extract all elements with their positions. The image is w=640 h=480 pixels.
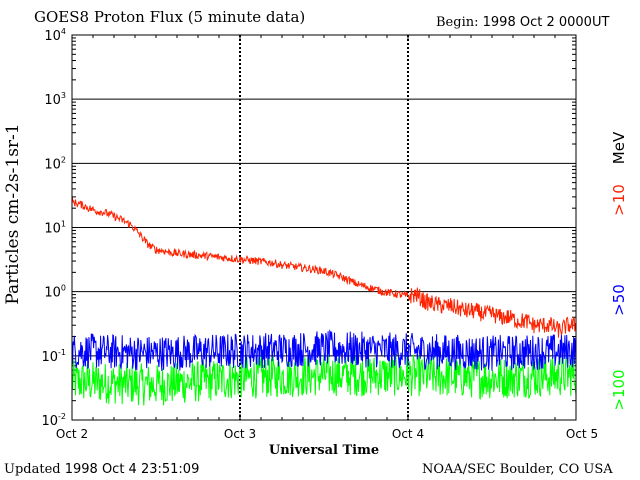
y-tick-label: 101: [44, 220, 66, 237]
x-tick-label: Oct 5: [566, 427, 598, 441]
chart-title: GOES8 Proton Flux (5 minute data): [34, 8, 306, 26]
series-layer: [71, 196, 577, 406]
y-tick-base: 10: [44, 286, 61, 301]
legend-label-gt100: >100: [610, 369, 628, 410]
begin-label: Begin:: [436, 15, 479, 30]
y-tick-exponent: -2: [58, 412, 66, 421]
y-axis-label: Particles cm-2s-1sr-1: [3, 123, 23, 304]
y-tick-exponent: 4: [61, 27, 66, 36]
x-tick-label: Oct 4: [392, 427, 424, 441]
y-tick-base: 10: [44, 157, 61, 172]
y-tick-label: 10-2: [41, 412, 66, 429]
y-tick-exponent: 1: [61, 220, 66, 229]
y-tick-label: 10-1: [41, 348, 66, 365]
series-line-gt50: [71, 329, 577, 371]
y-tick-label: 104: [44, 27, 66, 44]
y-tick-label: 103: [44, 91, 66, 108]
x-axis-label: Universal Time: [269, 443, 379, 458]
legend-unit: MeV: [610, 131, 628, 164]
begin-time: Begin: 1998 Oct 2 0000UT: [436, 15, 609, 30]
series-line-gt10: [71, 196, 577, 338]
updated-label: Updated: [4, 462, 61, 477]
series-line-gt100: [71, 353, 577, 406]
y-tick-exponent: 3: [61, 91, 66, 100]
y-tick-base: 10: [41, 350, 58, 365]
y-tick-exponent: 0: [61, 284, 66, 293]
x-tick-label: Oct 3: [224, 427, 256, 441]
grid-lines: [71, 35, 577, 420]
y-tick-base: 10: [44, 29, 61, 44]
series-legend: >10 >50 >100 MeV: [610, 131, 628, 411]
x-tick-labels: Oct 2 Oct 3 Oct 4 Oct 5: [56, 427, 598, 441]
legend-label-gt10: >10: [610, 184, 628, 216]
plot-frame: [71, 34, 577, 421]
x-tick-label: Oct 2: [56, 427, 88, 441]
y-tick-label: 102: [44, 155, 66, 172]
y-tick-base: 10: [44, 93, 61, 108]
y-tick-base: 10: [44, 222, 61, 237]
credit-text: NOAA/SEC Boulder, CO USA: [422, 462, 613, 477]
y-tick-label: 100: [44, 284, 66, 301]
y-tick-exponent: 2: [61, 155, 66, 164]
updated-value: 1998 Oct 4 23:51:09: [64, 462, 200, 477]
begin-value: 1998 Oct 2 0000UT: [482, 15, 610, 30]
y-tick-exponent: -1: [58, 348, 66, 357]
y-tick-base: 10: [41, 414, 58, 429]
updated-time: Updated 1998 Oct 4 23:51:09: [4, 462, 199, 477]
legend-label-gt50: >50: [610, 284, 628, 316]
